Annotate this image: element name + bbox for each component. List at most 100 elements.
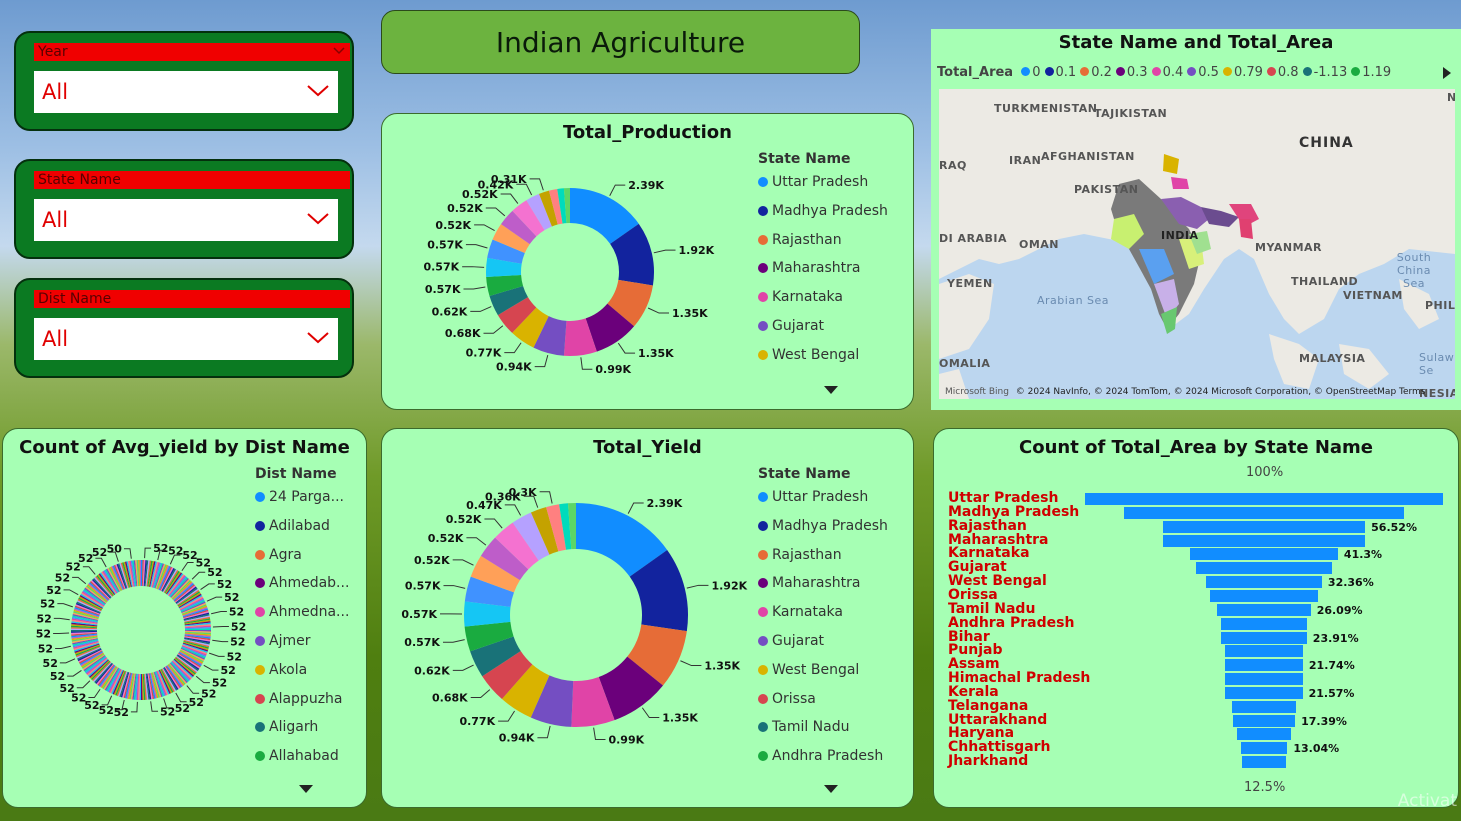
donut-slice[interactable] — [120, 672, 130, 698]
donut-slice[interactable] — [127, 560, 134, 587]
map-canvas[interactable]: TURKMENISTAN TAJIKISTAN CHINA IRAN AFGHA… — [939, 89, 1455, 399]
donut-slice[interactable] — [173, 658, 194, 677]
donut-slice[interactable] — [183, 612, 210, 620]
funnel-bar[interactable] — [1225, 659, 1303, 672]
donut-slice[interactable] — [102, 570, 118, 594]
legend-item[interactable]: Rajasthan — [758, 232, 842, 248]
donut-slice[interactable] — [627, 624, 687, 686]
donut-slice[interactable] — [119, 562, 129, 589]
scroll-down-icon[interactable] — [299, 785, 313, 793]
donut-slice[interactable] — [71, 634, 98, 639]
dist-dropdown[interactable]: All — [34, 318, 338, 360]
donut-slice[interactable] — [159, 566, 173, 591]
donut-slice[interactable] — [135, 560, 139, 587]
funnel-bar[interactable] — [1221, 631, 1307, 644]
donut-slice[interactable] — [138, 560, 141, 587]
donut-slice[interactable] — [71, 627, 98, 630]
donut-slice[interactable] — [96, 663, 114, 685]
donut-slice[interactable] — [150, 672, 157, 699]
donut-slice[interactable] — [530, 507, 559, 555]
donut-slice[interactable] — [73, 640, 99, 649]
donut-slice[interactable] — [158, 669, 171, 694]
donut-slice[interactable] — [184, 618, 211, 624]
donut-slice[interactable] — [154, 563, 165, 589]
donut-slice[interactable] — [184, 622, 211, 627]
donut-slice[interactable] — [171, 660, 192, 681]
scroll-down-icon[interactable] — [824, 785, 838, 793]
donut-slice[interactable] — [153, 562, 163, 589]
donut-slice[interactable] — [95, 663, 113, 684]
donut-slice[interactable] — [103, 570, 119, 593]
donut-slice[interactable] — [500, 210, 537, 245]
legend-item[interactable]: Tamil Nadu — [758, 719, 850, 735]
donut-slice[interactable] — [179, 651, 203, 665]
state-dropdown[interactable]: All — [34, 199, 338, 241]
donut-slice[interactable] — [526, 193, 552, 231]
donut-slice[interactable] — [109, 669, 123, 694]
donut-slice[interactable] — [130, 560, 136, 587]
legend-item[interactable]: Aligarh — [255, 719, 318, 735]
donut-slice[interactable] — [104, 667, 119, 691]
donut-slice[interactable] — [161, 668, 175, 693]
donut-slice[interactable] — [142, 560, 146, 587]
donut-slice[interactable] — [171, 579, 192, 600]
map-legend-item[interactable]: 0.5 — [1187, 65, 1219, 80]
donut-slice[interactable] — [184, 624, 211, 628]
donut-slice[interactable] — [184, 627, 211, 630]
donut-slice[interactable] — [122, 562, 131, 588]
donut-slice[interactable] — [512, 512, 550, 561]
donut-slice[interactable] — [179, 596, 204, 610]
donut-slice[interactable] — [106, 568, 120, 592]
donut-slice[interactable] — [76, 647, 101, 659]
donut-slice[interactable] — [557, 188, 567, 224]
donut-slice[interactable] — [153, 671, 163, 698]
legend-item[interactable]: Rajasthan — [758, 547, 842, 563]
legend-item[interactable]: Gujarat — [758, 633, 824, 649]
donut-slice[interactable] — [86, 657, 108, 675]
donut-slice[interactable] — [81, 591, 105, 607]
donut-slice[interactable] — [184, 638, 210, 645]
donut-slice[interactable] — [182, 606, 208, 617]
donut-slice[interactable] — [141, 673, 143, 700]
donut-slice[interactable] — [102, 666, 118, 690]
donut-slice[interactable] — [78, 650, 103, 664]
donut-slice[interactable] — [170, 662, 189, 683]
donut-slice[interactable] — [178, 652, 202, 667]
donut-slice[interactable] — [92, 661, 111, 682]
donut-slice[interactable] — [182, 605, 208, 616]
donut-slice[interactable] — [489, 285, 528, 316]
donut-slice[interactable] — [539, 190, 558, 227]
donut-slice[interactable] — [77, 648, 102, 662]
donut-slice[interactable] — [176, 655, 198, 673]
donut-slice[interactable] — [132, 673, 137, 700]
donut-slice[interactable] — [80, 652, 104, 667]
donut-slice[interactable] — [133, 560, 138, 587]
donut-slice[interactable] — [101, 571, 117, 594]
donut-slice[interactable] — [181, 602, 207, 614]
year-dropdown[interactable]: All — [34, 71, 338, 113]
donut-slice[interactable] — [84, 587, 106, 605]
donut-slice[interactable] — [157, 564, 169, 590]
donut-slice[interactable] — [71, 636, 98, 642]
donut-slice[interactable] — [162, 568, 176, 592]
donut-slice[interactable] — [77, 647, 102, 660]
donut-slice[interactable] — [548, 188, 563, 225]
donut-slice[interactable] — [74, 644, 100, 655]
donut-slice[interactable] — [112, 565, 124, 590]
donut-slice[interactable] — [497, 297, 537, 333]
donut-slice[interactable] — [480, 537, 529, 581]
donut-slice[interactable] — [184, 619, 211, 625]
donut-slice[interactable] — [169, 576, 187, 597]
funnel-bar[interactable] — [1190, 548, 1338, 561]
donut-slice[interactable] — [176, 588, 199, 605]
donut-slice[interactable] — [177, 591, 201, 607]
funnel-bar[interactable] — [1162, 520, 1366, 533]
donut-slice[interactable] — [160, 668, 174, 693]
donut-slice[interactable] — [76, 601, 101, 613]
donut-slice[interactable] — [113, 670, 125, 696]
donut-slice[interactable] — [464, 621, 514, 652]
donut-slice[interactable] — [83, 655, 106, 672]
legend-item[interactable]: Uttar Pradesh — [758, 489, 868, 505]
donut-slice[interactable] — [172, 581, 193, 600]
legend-item[interactable]: Ahmedab... — [255, 575, 349, 591]
